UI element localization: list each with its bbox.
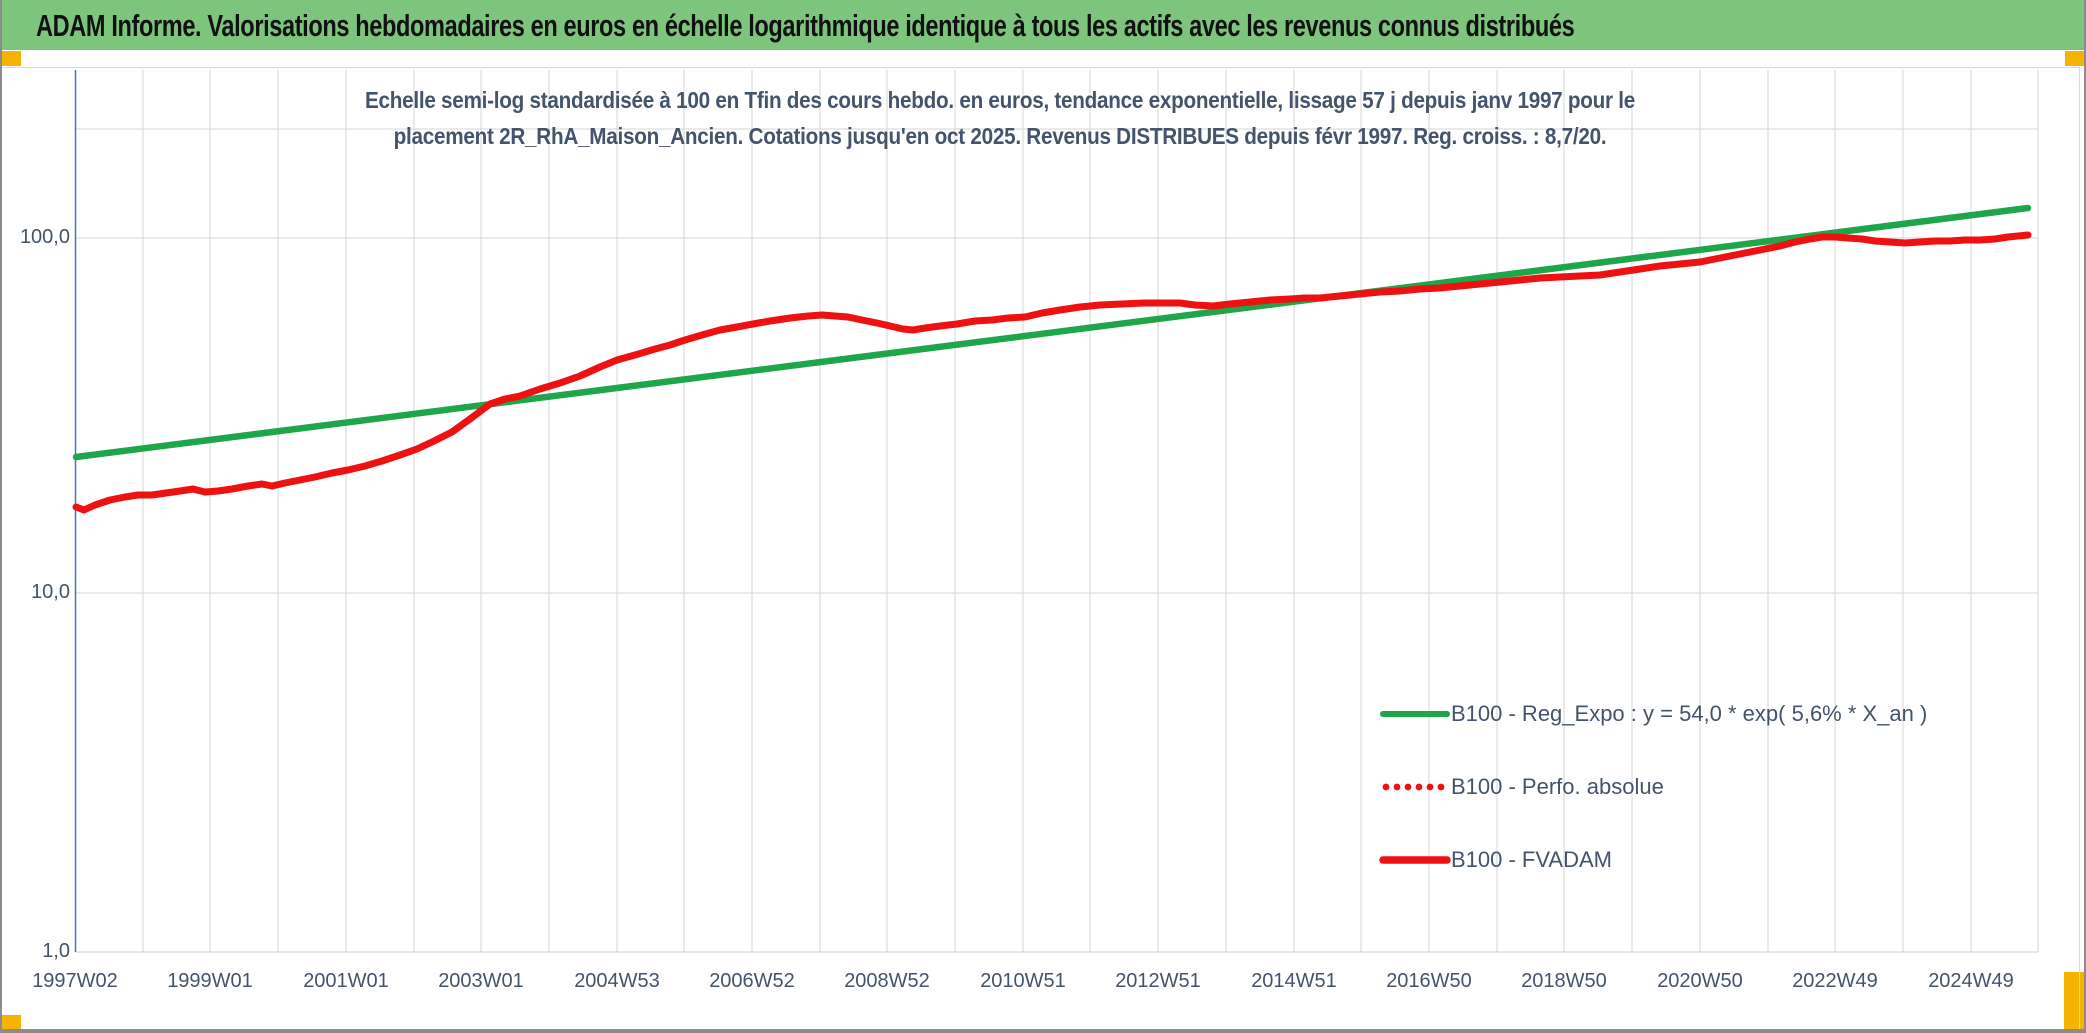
x-tick-1997W02: 1997W02 [32, 970, 118, 992]
x-tick-2010W51: 2010W51 [980, 970, 1066, 992]
y-tick-100: 100,0 [19, 226, 70, 248]
orange-marker-bottom-right [2064, 972, 2086, 1029]
x-tick-2001W01: 2001W01 [303, 970, 389, 992]
legend-label-reg-expo: B100 - Reg_Expo : y = 54,0 * exp( 5,6% *… [1451, 701, 1928, 726]
x-tick-1999W01: 1999W01 [167, 970, 253, 992]
chart-frame-right-border [2079, 67, 2080, 1029]
legend-label-fvadam: B100 - FVADAM [1451, 847, 1612, 872]
x-tick-2022W49: 2022W49 [1792, 970, 1878, 992]
orange-marker-bottom-left [0, 1015, 21, 1030]
legend-label-perfo-absolue: B100 - Perfo. absolue [1451, 774, 1664, 799]
x-tick-2018W50: 2018W50 [1521, 970, 1607, 992]
x-tick-2008W52: 2008W52 [844, 970, 930, 992]
x-tick-2016W50: 2016W50 [1386, 970, 1472, 992]
x-tick-2004W53: 2004W53 [574, 970, 660, 992]
page-title: ADAM Informe. Valorisations hebdomadaire… [36, 8, 1575, 43]
page-border-left [0, 0, 2, 1033]
chart-title-line1: Echelle semi-log standardisée à 100 en T… [364, 87, 1636, 113]
header-bar: ADAM Informe. Valorisations hebdomadaire… [0, 0, 2086, 50]
chart-title-line2: placement 2R_RhA_Maison_Ancien. Cotation… [393, 123, 1607, 149]
series-fvadam-line [72, 231, 2032, 514]
series-reg-expo-line [72, 204, 2032, 461]
x-tick-2003W01: 2003W01 [438, 970, 524, 992]
legend-marker-perfo-absolue [1382, 783, 1445, 791]
x-tick-2014W51: 2014W51 [1251, 970, 1337, 992]
orange-marker-top-left [0, 51, 21, 66]
x-tick-2024W49: 2024W49 [1928, 970, 2014, 992]
y-tick-1: 1,0 [42, 940, 70, 962]
horizontal-gridlines [75, 128, 2038, 953]
x-tick-2006W52: 2006W52 [709, 970, 795, 992]
orange-marker-top-right [2065, 51, 2086, 66]
page-border-bottom [0, 1029, 2086, 1033]
y-tick-10: 10,0 [31, 581, 70, 603]
vertical-gridlines [142, 70, 2039, 952]
page-border-right [2084, 0, 2086, 1033]
chart-title: Echelle semi-log standardisée à 100 en T… [325, 82, 1675, 154]
chart-frame-top-border [0, 67, 2080, 68]
x-tick-2012W51: 2012W51 [1115, 970, 1201, 992]
x-tick-2020W50: 2020W50 [1657, 970, 1743, 992]
